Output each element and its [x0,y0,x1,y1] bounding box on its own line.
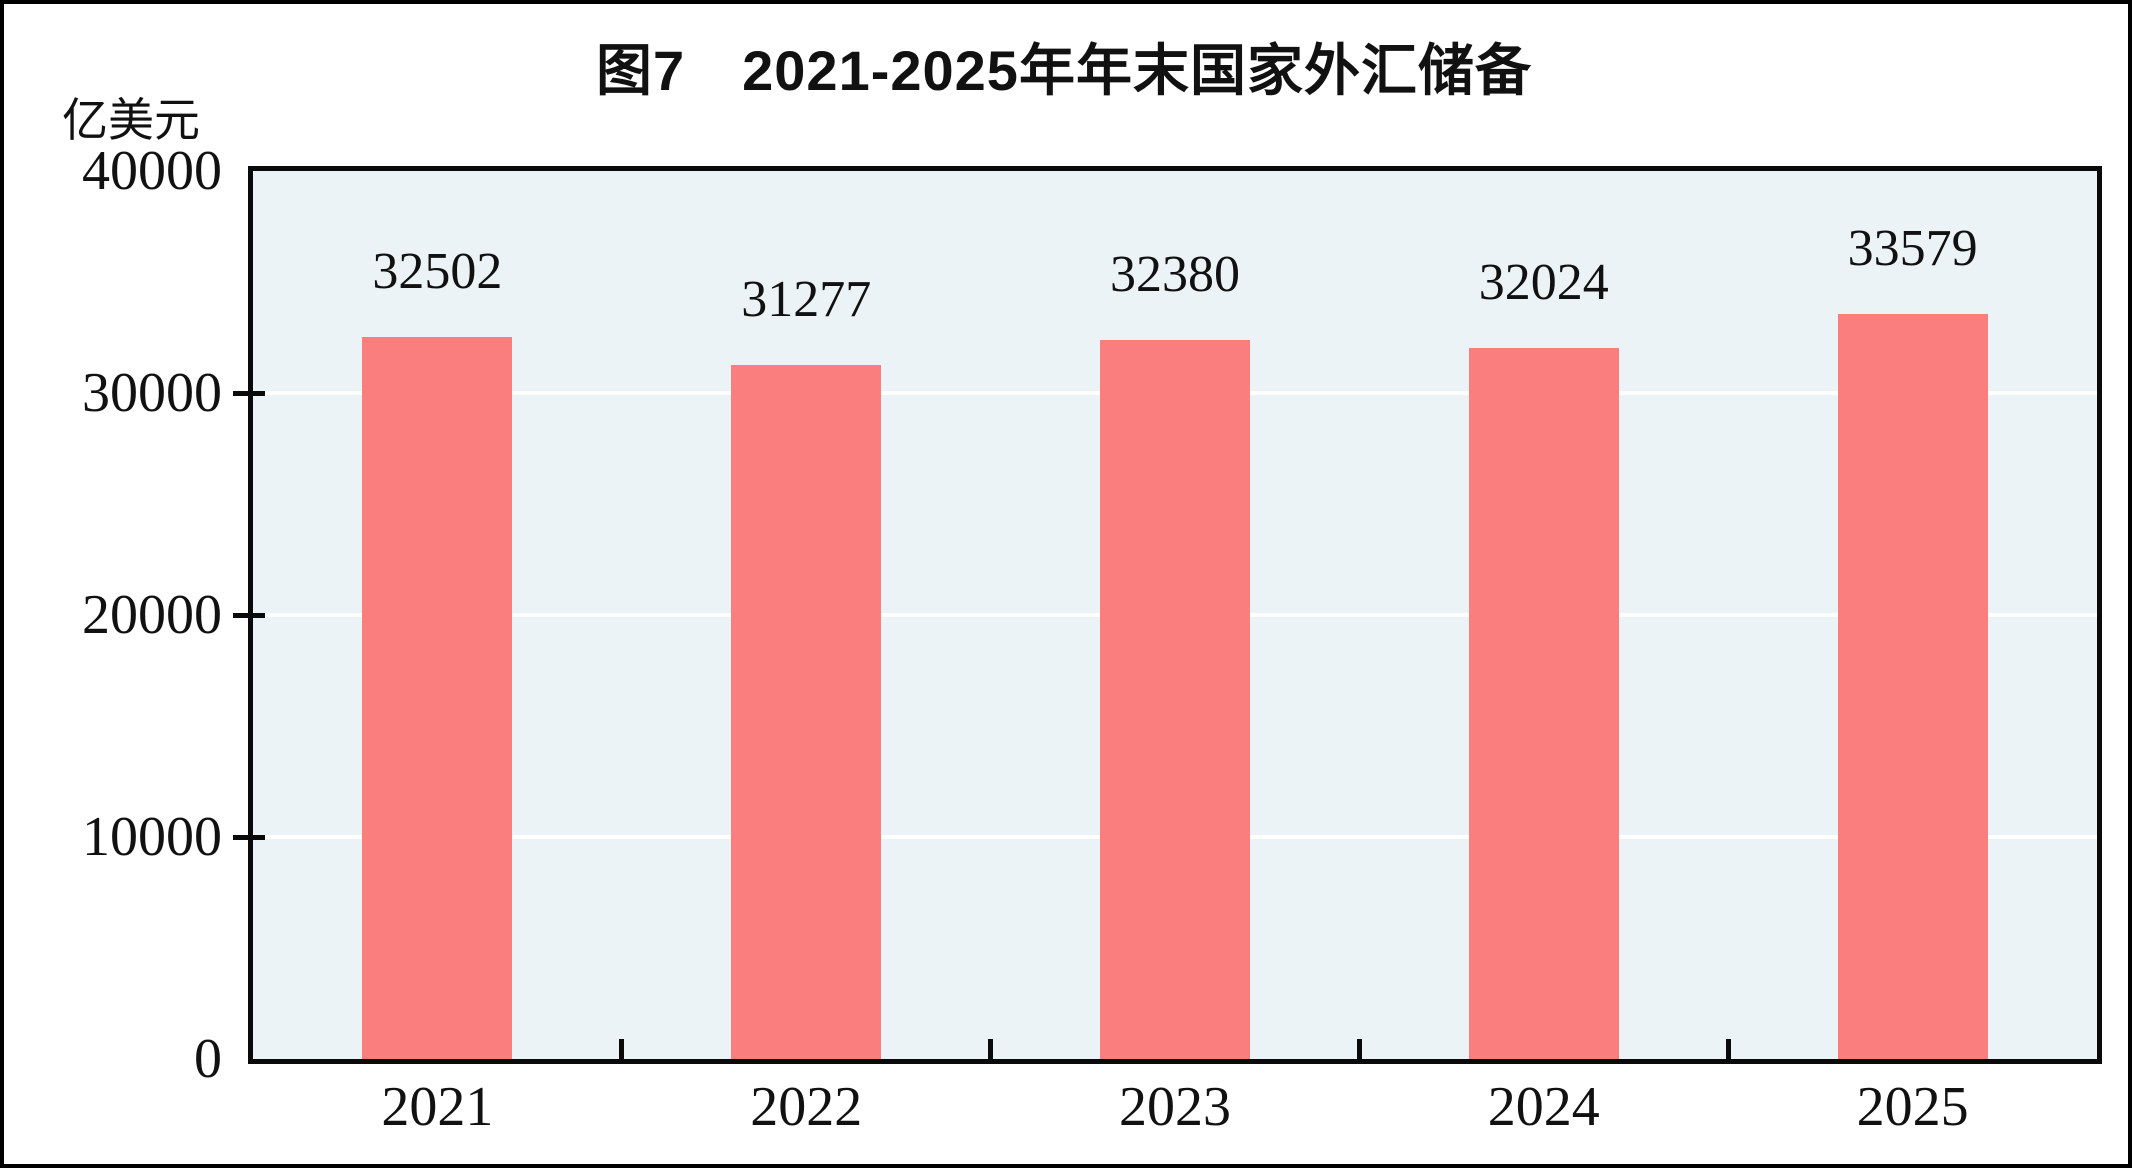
x-axis-label-2021: 2021 [381,1076,494,1138]
value-label-2021: 32502 [372,243,503,301]
x-axis-tick-2 [988,1039,994,1059]
value-label-2025: 33579 [1847,219,1978,277]
bar-2024 [1468,348,1619,1059]
y-axis-label-40000: 40000 [82,140,222,202]
value-label-2023: 32380 [1110,246,1240,304]
x-axis-label-2025: 2025 [1856,1076,1969,1138]
x-axis-label-2022: 2022 [750,1076,863,1138]
x-axis-tick-3 [1356,1039,1362,1059]
y-axis-label-10000: 10000 [82,806,222,868]
plot-area [248,166,2102,1064]
x-axis-tick-4 [1725,1039,1731,1059]
bar-2022 [731,364,882,1059]
x-axis-label-2024: 2024 [1487,1076,1600,1138]
y-axis-tick-30000 [233,390,265,396]
bar-2025 [1837,313,1988,1059]
y-axis-label-0: 0 [194,1028,222,1090]
x-axis-tick-1 [619,1039,625,1059]
value-label-2022: 31277 [741,270,872,328]
bar-2021 [362,337,513,1059]
y-axis-tick-20000 [233,612,265,618]
x-axis-label-2023: 2023 [1119,1076,1231,1138]
y-axis-unit-label: 亿美元 [62,95,200,146]
y-axis-label-20000: 20000 [82,584,222,646]
chart-title: 图7 2021-2025年年末国家外汇储备 [596,39,1532,102]
bar-2023 [1100,340,1250,1059]
value-label-2024: 32024 [1478,254,1609,312]
y-axis-label-30000: 30000 [82,362,222,424]
y-axis-tick-10000 [233,834,265,840]
